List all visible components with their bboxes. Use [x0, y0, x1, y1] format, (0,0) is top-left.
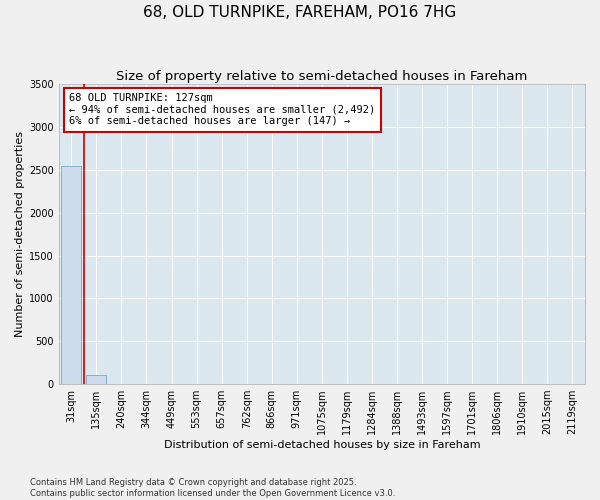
Title: Size of property relative to semi-detached houses in Fareham: Size of property relative to semi-detach… [116, 70, 527, 83]
Bar [86, 374, 106, 384]
Text: 68 OLD TURNPIKE: 127sqm
← 94% of semi-detached houses are smaller (2,492)
6% of : 68 OLD TURNPIKE: 127sqm ← 94% of semi-de… [70, 93, 376, 126]
X-axis label: Distribution of semi-detached houses by size in Fareham: Distribution of semi-detached houses by … [164, 440, 480, 450]
Text: 68, OLD TURNPIKE, FAREHAM, PO16 7HG: 68, OLD TURNPIKE, FAREHAM, PO16 7HG [143, 5, 457, 20]
Text: Contains HM Land Registry data © Crown copyright and database right 2025.
Contai: Contains HM Land Registry data © Crown c… [30, 478, 395, 498]
Bar [61, 166, 82, 384]
Y-axis label: Number of semi-detached properties: Number of semi-detached properties [15, 131, 25, 337]
